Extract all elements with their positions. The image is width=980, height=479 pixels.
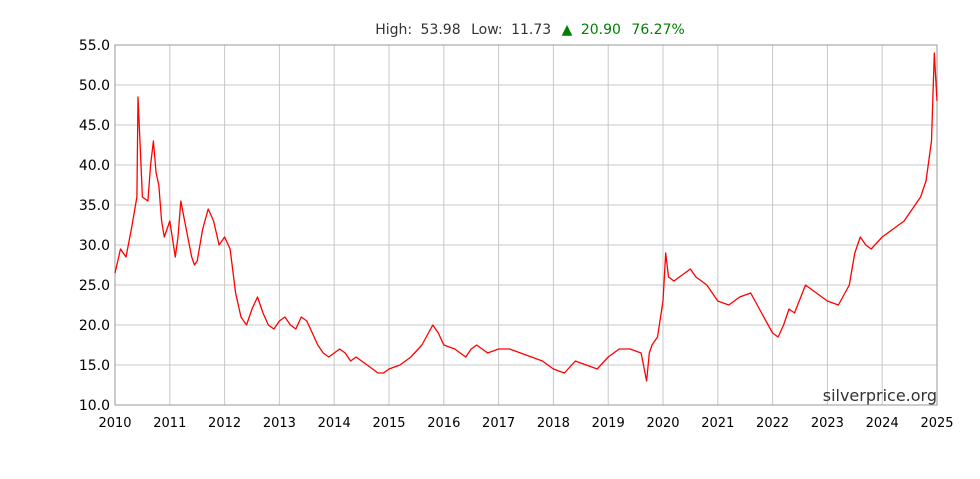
series-layer: [114, 52, 938, 382]
y-tick-label: 20.0: [79, 318, 110, 334]
y-tick-label: 45.0: [79, 118, 110, 134]
x-tick-label: 2024: [866, 416, 899, 431]
up-arrow-icon: ▲: [562, 22, 573, 38]
x-tick-label: 2012: [208, 416, 241, 431]
x-tick-label: 2013: [263, 416, 296, 431]
high-value: 53.98: [421, 22, 461, 38]
x-tick-label: 2018: [537, 416, 570, 431]
grid-layer: [114, 44, 938, 406]
x-tick-label: 2016: [427, 416, 460, 431]
x-tick-label: 2020: [646, 416, 679, 431]
axes-layer: 10.0 15.0 20.0 25.0 30.0 35.0 40.0 45.0 50.0 55.0…: [79, 38, 954, 431]
x-tick-label: 2015: [372, 416, 405, 431]
high-label: High:: [375, 22, 412, 38]
watermark: silverprice.org: [823, 386, 937, 405]
y-tick-label: 15.0: [79, 358, 110, 374]
x-tick-label: 2014: [318, 416, 351, 431]
low-value: 11.73: [511, 22, 551, 38]
x-tick-label: 2022: [756, 416, 789, 431]
x-tick-label: 2010: [98, 416, 131, 431]
y-tick-label: 40.0: [79, 158, 110, 174]
y-tick-label: 30.0: [79, 238, 110, 254]
x-tick-label: 2019: [592, 416, 625, 431]
x-tick-label: 2023: [811, 416, 844, 431]
x-tick-label: 2017: [482, 416, 515, 431]
change-value: 20.90: [581, 22, 621, 38]
chart-header: High: 53.98 Low: 11.73 ▲ 20.90 76.27%: [375, 22, 685, 38]
plot-frame: [114, 44, 938, 406]
y-tick-label: 25.0: [79, 278, 110, 294]
x-tick-label: 2011: [153, 416, 186, 431]
y-tick-label: 35.0: [79, 198, 110, 214]
change-percent: 76.27%: [631, 22, 684, 38]
x-tick-label: 2025: [920, 416, 953, 431]
y-tick-label: 50.0: [79, 78, 110, 94]
y-tick-label: 10.0: [79, 398, 110, 414]
x-tick-label: 2021: [701, 416, 734, 431]
low-label: Low:: [471, 22, 503, 38]
price-line-series: [114, 52, 938, 382]
y-tick-label: 55.0: [79, 38, 110, 54]
